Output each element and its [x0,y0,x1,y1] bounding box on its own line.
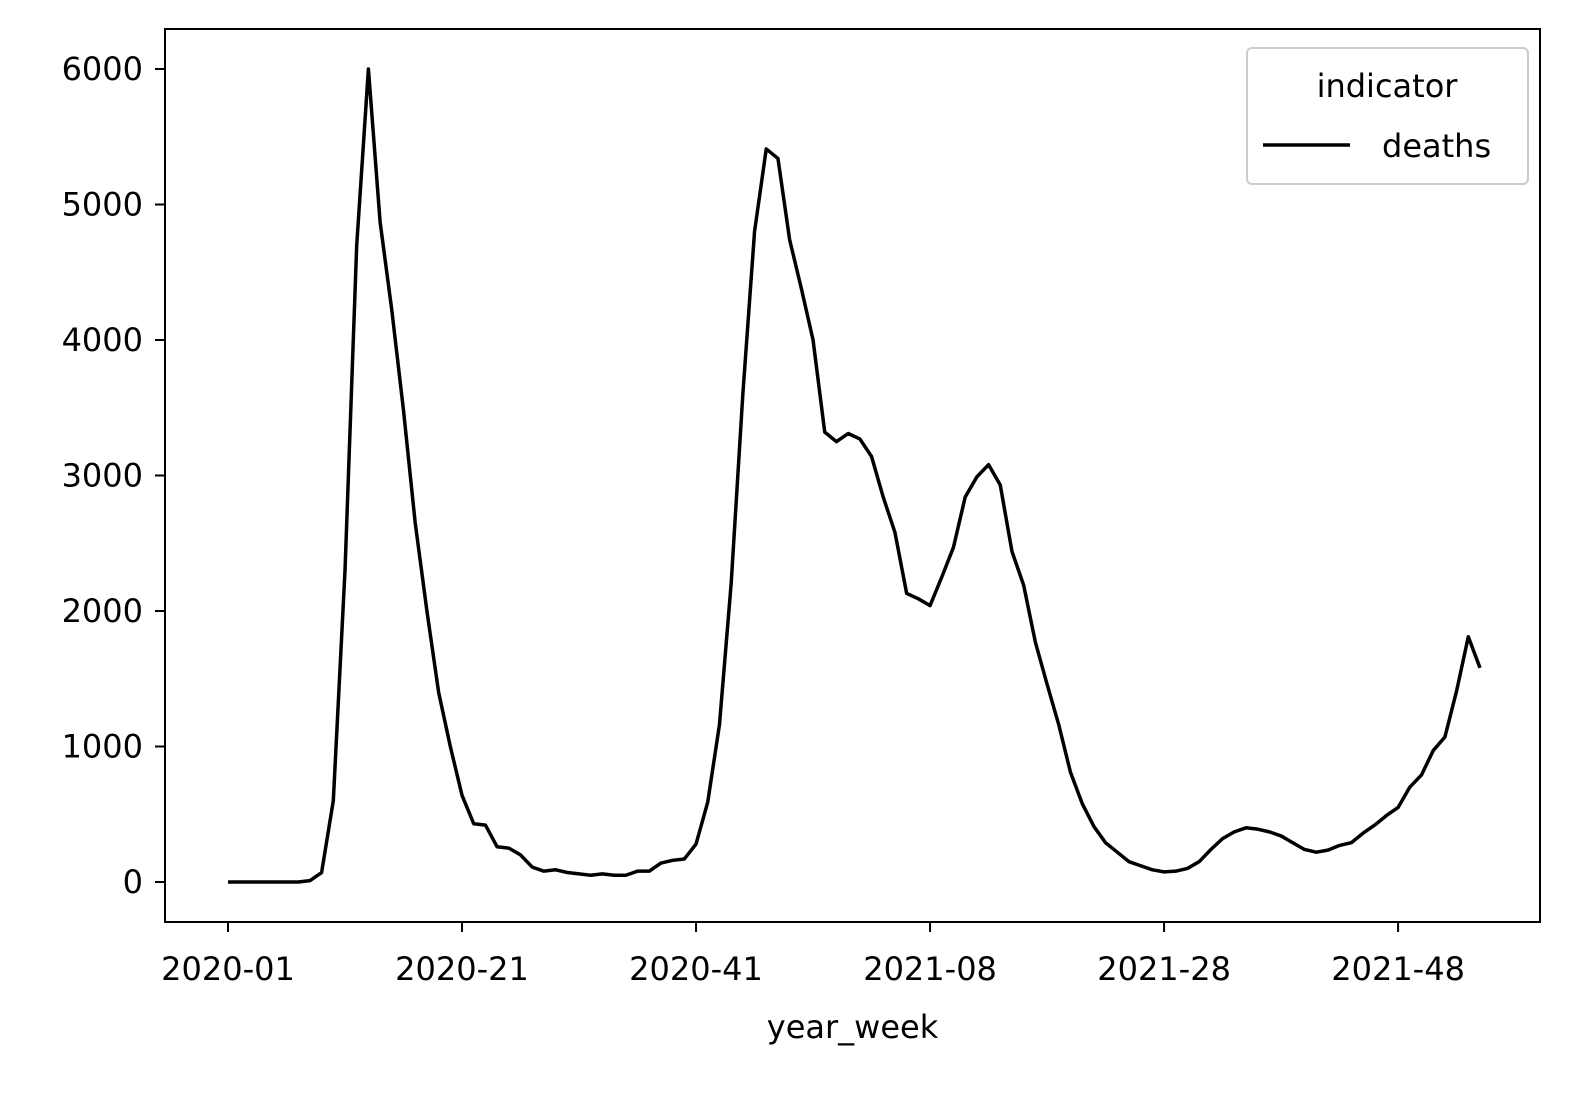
y-axis: 0 1000 2000 3000 4000 5000 6000 [62,50,165,901]
y-tick-label: 5000 [62,186,143,224]
series-line-deaths [228,67,1482,884]
legend: indicator deaths [1246,47,1529,185]
y-tick-label: 6000 [62,50,143,88]
y-tick-label: 1000 [62,728,143,766]
x-tick-label: 2020-21 [395,950,529,988]
x-tick-label: 2021-08 [863,950,997,988]
x-tick-label: 2021-28 [1097,950,1231,988]
x-tick-label: 2020-01 [161,950,295,988]
legend-title: indicator [1317,67,1459,105]
x-axis: 2020-01 2020-21 2020-41 2021-08 2021-28 2021-… [161,922,1465,988]
y-tick-label: 2000 [62,592,143,630]
x-tick-label: 2020-41 [629,950,763,988]
x-axis-label: year_week [767,1008,939,1046]
x-tick-label: 2021-48 [1331,950,1465,988]
y-tick-label: 0 [123,863,143,901]
y-tick-label: 4000 [62,321,143,359]
y-tick-label: 3000 [62,457,143,495]
legend-box [1246,47,1529,185]
legend-label-deaths: deaths [1382,127,1491,165]
